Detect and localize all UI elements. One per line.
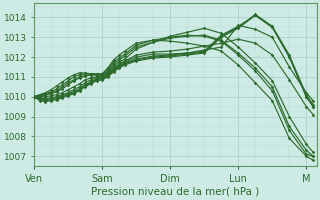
- X-axis label: Pression niveau de la mer( hPa ): Pression niveau de la mer( hPa ): [91, 187, 260, 197]
